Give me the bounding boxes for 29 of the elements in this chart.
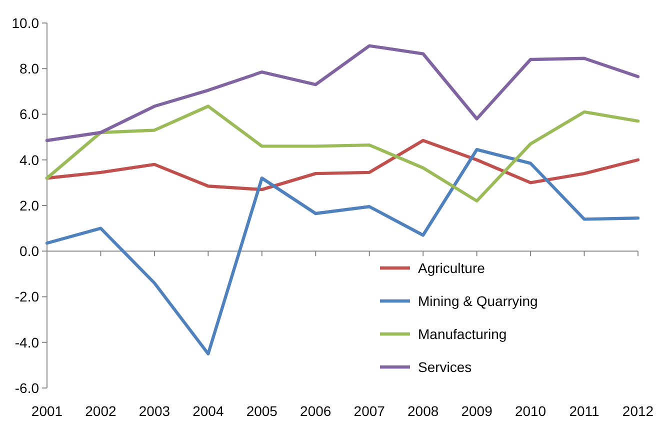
- y-tick-label: 2.0: [20, 197, 40, 214]
- x-tick-label: 2005: [246, 403, 278, 419]
- x-tick-label: 2011: [569, 403, 600, 419]
- x-tick-label: 2001: [31, 403, 63, 419]
- line-series: [45, 104, 640, 203]
- line-series: [45, 148, 640, 356]
- y-tick-label: -4.0: [14, 334, 40, 350]
- x-tick-label: 2010: [514, 403, 546, 419]
- x-tick-label: 2003: [138, 403, 170, 419]
- x-tick-label: 2007: [354, 403, 386, 419]
- y-tick-label: 8.0: [20, 60, 40, 77]
- x-tick-label: 2006: [300, 403, 332, 419]
- legend-label: Mining & Quarrying: [418, 292, 538, 309]
- legend-label: Agriculture: [418, 260, 486, 276]
- x-tick-label: 2004: [192, 403, 224, 419]
- x-tick-label: 2012: [622, 403, 654, 419]
- y-tick-label: 0.0: [20, 243, 40, 260]
- legend-label: Manufacturing: [418, 326, 507, 342]
- x-tick-label: 2002: [85, 403, 117, 419]
- x-tick-label: 2009: [461, 403, 493, 419]
- y-tick-label: 4.0: [20, 152, 40, 168]
- y-tick-label: 6.0: [20, 106, 40, 122]
- y-tick-label: -6.0: [14, 380, 40, 396]
- line-series: [45, 138, 640, 192]
- line-series: [45, 44, 640, 142]
- legend-label: Services: [418, 358, 472, 375]
- y-tick-label: 10.0: [12, 14, 40, 31]
- x-tick-label: 2008: [408, 403, 439, 419]
- y-tick-label: -2.0: [14, 288, 40, 305]
